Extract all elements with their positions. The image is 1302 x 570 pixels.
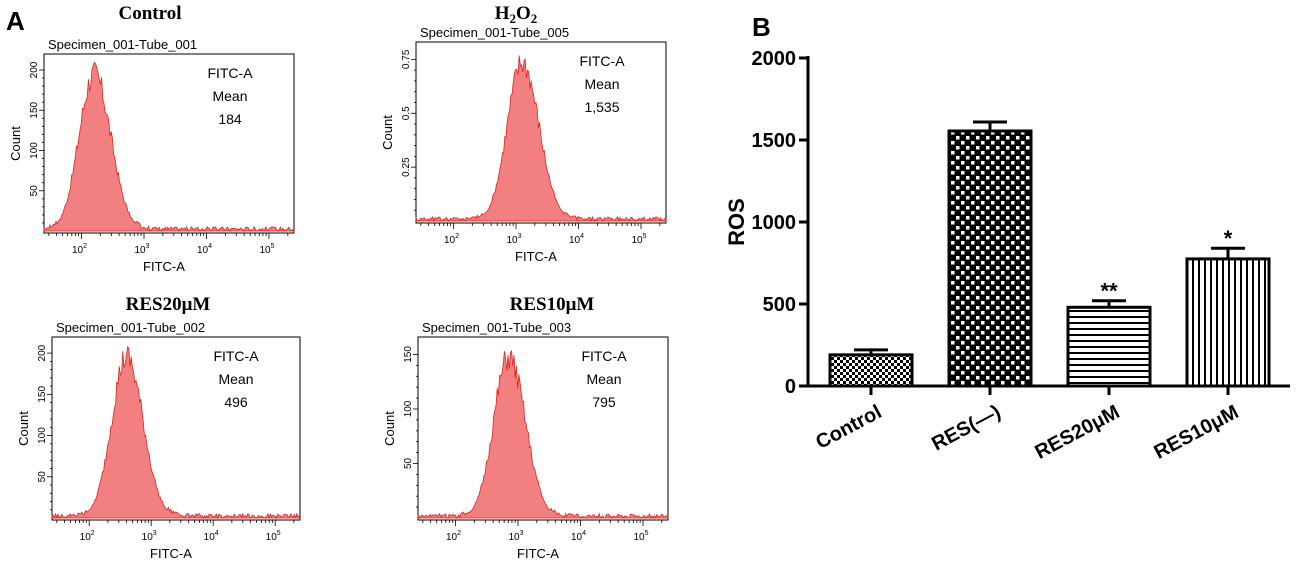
y-tick-label: 0.75 xyxy=(401,49,412,69)
histogram-info-line: Mean xyxy=(212,88,247,104)
histogram-frame xyxy=(43,53,295,234)
histogram-info-line: FITC-A xyxy=(579,53,625,69)
y-tick-label: 100 xyxy=(37,427,48,444)
histogram-frame xyxy=(415,41,667,224)
histogram-info-line: 795 xyxy=(592,394,616,410)
x-tick-label: 104 xyxy=(204,530,219,543)
histogram-title: H2O2 xyxy=(495,3,538,26)
x-tick-label: 103 xyxy=(142,530,157,543)
histogram-subtitle: Specimen_001-Tube_002 xyxy=(56,320,205,335)
histogram-subtitle: Specimen_001-Tube_001 xyxy=(48,37,197,52)
x-tick-label: 105 xyxy=(259,243,274,256)
histogram-info-line: FITC-A xyxy=(213,348,259,364)
x-tick-label: 104 xyxy=(571,530,586,543)
histogram-title: RES10μM xyxy=(510,294,595,315)
y-tick-label: 200 xyxy=(37,344,48,361)
y-tick-label: 1000 xyxy=(752,212,797,234)
x-tick-label: 102 xyxy=(80,530,95,543)
histogram-frame xyxy=(417,336,669,521)
significance-label: ** xyxy=(1100,279,1118,304)
histogram-info-line: FITC-A xyxy=(581,348,627,364)
y-tick-label: 50 xyxy=(29,185,40,197)
histogram-frame xyxy=(51,336,301,521)
x-tick-label: 105 xyxy=(266,530,281,543)
histogram-4: RES10μM Specimen_001-Tube_003 FITC-A Mean 79… xyxy=(382,294,669,561)
x-tick-label: 103 xyxy=(508,530,523,543)
panel-label-b: B xyxy=(752,12,771,42)
y-tick-label: 2000 xyxy=(752,48,797,70)
y-tick-label: 150 xyxy=(37,386,48,403)
bar-2 xyxy=(947,129,1033,388)
histogram-distribution xyxy=(43,61,295,232)
bar-chart: 0 500 1000 1500 2000 ROS Control RES(—) ** RES20μ… xyxy=(724,48,1290,464)
y-tick-label: 0.25 xyxy=(401,157,412,177)
histogram-3: RES20μM Specimen_001-Tube_002 FITC-A Mean 49… xyxy=(16,294,301,561)
x-tick-label: 103 xyxy=(134,243,149,256)
x-axis-label: FITC-A xyxy=(515,249,557,264)
y-tick-label: 100 xyxy=(29,142,40,159)
histogram-distribution xyxy=(51,345,301,520)
y-tick-label: 50 xyxy=(403,457,414,469)
histogram-distribution xyxy=(417,350,669,520)
histogram-info-line: Mean xyxy=(218,371,253,387)
x-tick-label: 105 xyxy=(633,530,648,543)
x-tick-label: 104 xyxy=(569,233,584,246)
histogram-subtitle: Specimen_001-Tube_005 xyxy=(420,25,569,40)
y-tick-label: 100 xyxy=(403,400,414,417)
x-tick-label: RES(—) xyxy=(928,401,1004,455)
x-tick-label: 104 xyxy=(197,243,212,256)
y-tick-label: 500 xyxy=(763,294,796,316)
histogram-1: Control Specimen_001-Tube_001 FITC-A Mean 18… xyxy=(8,3,295,274)
y-axis-label: Count xyxy=(382,411,397,446)
histogram-info-line: 496 xyxy=(224,394,248,410)
y-tick-label: 0.5 xyxy=(401,106,412,120)
x-tick-label: RES10μM xyxy=(1151,401,1243,464)
histogram-title: RES20μM xyxy=(126,294,211,315)
panel-label-a: A xyxy=(6,6,25,36)
x-tick-label: 102 xyxy=(446,530,461,543)
x-axis-label: FITC-A xyxy=(150,546,192,561)
x-tick-label: 102 xyxy=(72,243,87,256)
y-tick-label: 0 xyxy=(785,376,796,398)
x-axis-label: FITC-A xyxy=(143,259,185,274)
histogram-info-line: 1,535 xyxy=(584,99,619,115)
histogram-grid: Control Specimen_001-Tube_001 FITC-A Mean 18… xyxy=(8,3,669,561)
histogram-title: Control xyxy=(119,3,182,24)
histogram-subtitle: Specimen_001-Tube_003 xyxy=(422,320,571,335)
x-tick-label: RES20μM xyxy=(1032,401,1124,464)
y-tick-label: 200 xyxy=(29,61,40,78)
histogram-info-line: Mean xyxy=(586,371,621,387)
y-tick-label: 1500 xyxy=(752,130,797,152)
y-axis-label: Count xyxy=(8,126,23,161)
y-tick-label: 50 xyxy=(37,471,48,483)
x-axis-label: FITC-A xyxy=(517,546,559,561)
x-tick-label: 102 xyxy=(444,233,459,246)
y-axis-label: Count xyxy=(16,411,31,446)
histogram-distribution xyxy=(415,55,667,223)
y-tick-label: 150 xyxy=(403,346,414,363)
histogram-info-line: FITC-A xyxy=(207,65,253,81)
bar-4 xyxy=(1185,257,1271,388)
y-axis-label: ROS xyxy=(724,198,749,246)
x-tick-label: 103 xyxy=(506,233,521,246)
y-tick-label: 150 xyxy=(29,101,40,118)
x-tick-label: Control xyxy=(812,401,885,454)
x-tick-label: 105 xyxy=(631,233,646,246)
bar-1 xyxy=(828,353,914,388)
bar-3 xyxy=(1066,305,1152,388)
histogram-info-line: Mean xyxy=(584,76,619,92)
histogram-info-line: 184 xyxy=(218,111,242,127)
y-axis-label: Count xyxy=(380,115,395,150)
significance-label: * xyxy=(1224,226,1233,251)
